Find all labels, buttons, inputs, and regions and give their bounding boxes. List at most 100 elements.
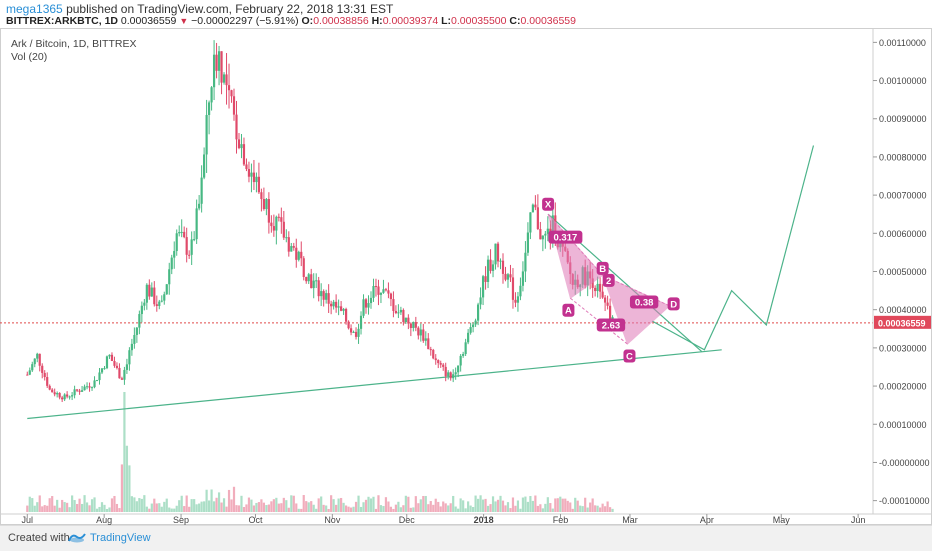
candle-body	[282, 221, 285, 238]
time-tick-label: Nov	[324, 515, 341, 525]
close-label: C:	[509, 15, 521, 27]
volume-bar	[384, 497, 388, 512]
volume-bar	[193, 499, 196, 512]
author-link[interactable]: mega1365	[6, 2, 63, 16]
candle-body	[352, 331, 355, 333]
candle-body	[98, 372, 101, 381]
open-value: 0.00038856	[313, 15, 369, 27]
candle-body	[143, 302, 146, 306]
candle-body	[604, 297, 607, 303]
candle-body	[193, 239, 196, 241]
candle-body	[120, 378, 124, 380]
volume-bar	[581, 506, 584, 512]
candle-body	[262, 199, 265, 210]
price-tick-label: 0.00040000	[879, 305, 927, 315]
candle-body	[43, 372, 46, 378]
candle-body	[168, 269, 171, 285]
point-b-label: B	[599, 264, 606, 275]
candle-body	[347, 321, 350, 329]
volume-bar	[183, 506, 186, 512]
volume-bar	[462, 500, 465, 512]
candle-body	[419, 329, 422, 336]
candle-body	[454, 372, 457, 375]
candle-body	[372, 286, 375, 298]
candle-body	[424, 338, 427, 341]
volume-bar	[561, 498, 564, 512]
volume-bar	[277, 503, 280, 512]
candle-body	[93, 380, 96, 388]
candle-body	[444, 366, 447, 377]
candle-body	[300, 251, 303, 259]
close-value: 0.00036559	[520, 15, 576, 27]
volume-bar	[354, 501, 358, 512]
candle-body	[359, 315, 363, 329]
candle-body	[292, 246, 295, 248]
candle-body	[364, 299, 368, 308]
volume-bar	[551, 508, 554, 512]
time-tick-label: Mar	[622, 515, 638, 525]
candle-body	[452, 374, 455, 379]
point-d-label: D	[670, 299, 677, 310]
candle-body	[105, 356, 109, 369]
volume-bar	[541, 508, 544, 512]
candle-body	[133, 334, 136, 344]
candle-body	[387, 290, 390, 294]
candle-body	[255, 176, 258, 183]
candle-body	[290, 246, 293, 252]
last-price: 0.00036559	[120, 15, 177, 27]
candle-body	[190, 239, 193, 255]
time-tick-label: Feb	[553, 515, 569, 525]
candle-body	[205, 114, 208, 155]
volume-bar	[130, 496, 133, 512]
candle-body	[389, 293, 393, 300]
harmonic-xb-line	[547, 213, 604, 276]
candle-body	[414, 322, 417, 328]
volume-bar	[220, 502, 223, 512]
volume-bar	[232, 486, 236, 512]
volume-bar	[427, 504, 430, 512]
candle-body	[207, 102, 211, 115]
price-tick-label: -0.00010000	[879, 496, 930, 506]
candle-body	[95, 380, 99, 382]
volume-bar	[28, 496, 31, 512]
candle-body	[594, 287, 597, 292]
candle-body	[335, 301, 338, 308]
candle-body	[230, 90, 233, 97]
candle-body	[125, 364, 129, 370]
volume-bar	[205, 489, 208, 512]
volume-bar	[118, 508, 121, 512]
volume-bar	[317, 498, 320, 512]
volume-bar	[422, 495, 425, 512]
high-label: H:	[371, 15, 383, 27]
candle-body	[140, 305, 143, 315]
volume-bar	[312, 504, 315, 512]
candle-body	[412, 322, 415, 329]
ratio-bcd-label: 2.63	[602, 320, 621, 331]
candle-body	[158, 301, 161, 307]
volume-bar	[327, 508, 330, 512]
tradingview-link[interactable]: TradingView	[90, 532, 151, 544]
volume-bar	[66, 502, 69, 512]
volume-bar	[546, 497, 549, 512]
volume-bar	[457, 508, 460, 512]
candle-body	[170, 257, 173, 270]
volume-bar	[491, 496, 495, 512]
candle-body	[608, 305, 612, 320]
volume-bar	[53, 505, 56, 512]
volume-bar	[521, 497, 525, 512]
volume-bar	[290, 495, 293, 512]
volume-bar	[539, 504, 542, 512]
candle-body	[245, 164, 248, 170]
candle-body	[546, 228, 549, 234]
candle-body	[526, 232, 530, 253]
point-d-label-box	[667, 297, 680, 311]
volume-bar	[190, 499, 193, 512]
candle-body	[474, 320, 477, 325]
candle-body	[56, 393, 59, 395]
current-price-label: 0.00036559	[878, 318, 926, 328]
volume-bar	[514, 505, 517, 512]
ratio-xab-label-box	[548, 230, 583, 244]
volume-bar	[98, 506, 101, 512]
volume-bar	[357, 495, 360, 512]
